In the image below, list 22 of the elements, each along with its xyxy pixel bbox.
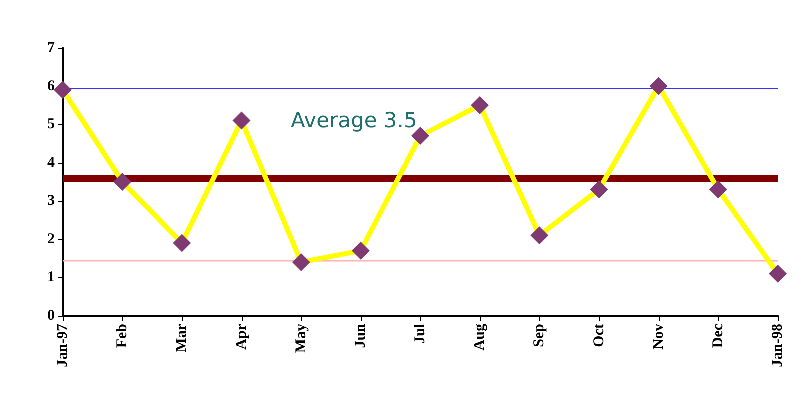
x-tick-label: Nov [650,324,667,350]
x-tick-label: Feb [114,324,131,348]
x-tick-label: Jan-97 [55,324,71,368]
y-tick-label: 1 [48,270,55,286]
x-tick-label: Apr [234,324,250,350]
x-tick-label: Jan-98 [770,324,786,368]
x-tick-label: May [293,324,310,354]
x-tick-label: Dec [710,324,726,348]
x-tick-label: Jul [412,324,428,344]
x-tick-label: Jun [352,323,369,348]
y-tick-label: 4 [48,154,56,171]
y-tick-label: 5 [48,116,55,133]
y-tick-label: 7 [48,40,56,56]
x-tick-label: Oct [591,324,608,348]
y-tick-label: 2 [48,231,55,248]
x-tick-label: Mar [174,324,190,352]
x-tick-label: Sep [532,324,548,348]
y-tick-label: 3 [48,193,55,210]
y-tick-label: 6 [48,78,56,94]
annotation: Average 3.5 [291,108,418,132]
x-tick-label: Aug [472,324,488,351]
y-tick-label: 0 [48,308,55,324]
